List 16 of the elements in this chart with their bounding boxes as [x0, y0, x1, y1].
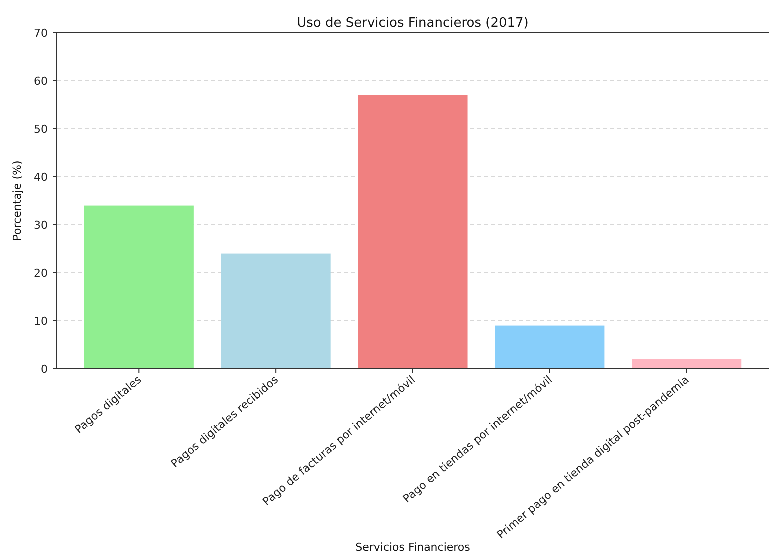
bar: [221, 254, 331, 369]
x-axis-title: Servicios Financieros: [356, 541, 471, 554]
y-tick-label: 40: [34, 170, 48, 184]
y-tick-label: 70: [34, 26, 48, 40]
y-tick-label: 0: [41, 362, 48, 376]
bar: [358, 95, 468, 369]
y-axis-title: Porcentaje (%): [11, 160, 24, 242]
bar: [632, 359, 742, 369]
y-tick-label: 60: [34, 74, 48, 88]
y-tick-label: 10: [34, 314, 48, 328]
y-tick-label: 50: [34, 122, 48, 136]
y-tick-label: 30: [34, 218, 48, 232]
bar: [84, 206, 194, 369]
bar: [495, 326, 605, 369]
chart-title: Uso de Servicios Financieros (2017): [297, 16, 529, 31]
y-tick-label: 20: [34, 266, 48, 280]
